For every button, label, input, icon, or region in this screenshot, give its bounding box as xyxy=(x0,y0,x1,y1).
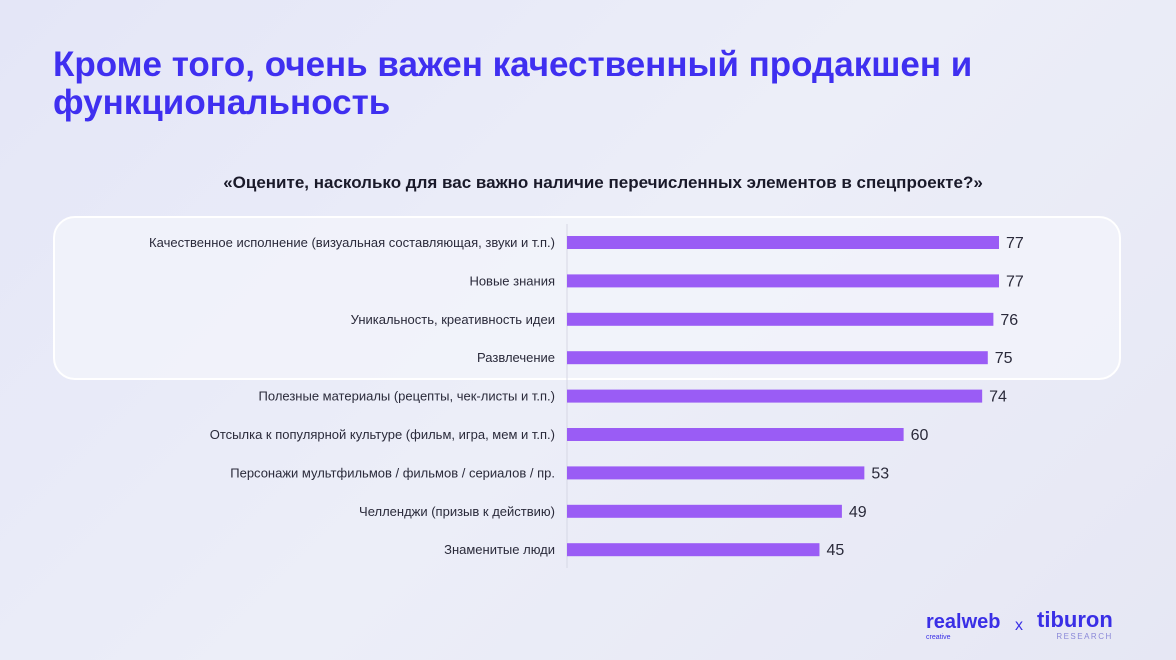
category-label: Качественное исполнение (визуальная сост… xyxy=(149,235,555,250)
value-label: 77 xyxy=(1006,235,1024,252)
logo-separator-text: x xyxy=(1015,617,1023,634)
value-label: 75 xyxy=(995,350,1013,367)
value-label: 45 xyxy=(826,542,844,559)
bar xyxy=(567,428,904,441)
value-label: 74 xyxy=(989,389,1007,406)
category-label: Уникальность, креативность идеи xyxy=(351,312,555,327)
category-label: Персонажи мультфильмов / фильмов / сериа… xyxy=(230,465,555,480)
category-label: Полезные материалы (рецепты, чек-листы и… xyxy=(259,389,555,404)
category-label: Развлечение xyxy=(477,350,555,365)
bar xyxy=(567,466,865,480)
tiburon-logo: tiburon RESEARCH xyxy=(1037,608,1113,642)
bar xyxy=(567,312,994,326)
category-label: Отсылка к популярной культуре (фильм, иг… xyxy=(210,427,555,442)
tiburon-logo-text: tiburon xyxy=(1037,607,1113,632)
bar xyxy=(567,236,999,249)
logo-separator: x xyxy=(1015,617,1023,635)
bar xyxy=(567,274,999,288)
bar xyxy=(567,351,988,365)
realweb-logo-text: realweb xyxy=(926,611,1001,633)
bar xyxy=(567,543,820,557)
realweb-logo: realweb creative xyxy=(926,612,1000,642)
category-label: Новые знания xyxy=(469,273,555,288)
bar xyxy=(567,389,983,403)
chart-title: «Оцените, насколько для вас важно наличи… xyxy=(223,173,983,192)
value-label: 53 xyxy=(871,465,889,482)
category-label: Челленджи (призыв к действию) xyxy=(359,504,555,519)
value-label: 49 xyxy=(849,504,867,521)
value-label: 77 xyxy=(1006,273,1024,290)
page-title: Кроме того, очень важен качественный про… xyxy=(53,45,973,122)
value-label: 60 xyxy=(911,427,929,444)
realweb-logo-subtext: creative xyxy=(926,634,951,641)
category-label: Знаменитые люди xyxy=(444,542,555,557)
tiburon-logo-subtext: RESEARCH xyxy=(1056,632,1113,641)
bar xyxy=(567,504,842,518)
value-label: 76 xyxy=(1000,312,1018,329)
